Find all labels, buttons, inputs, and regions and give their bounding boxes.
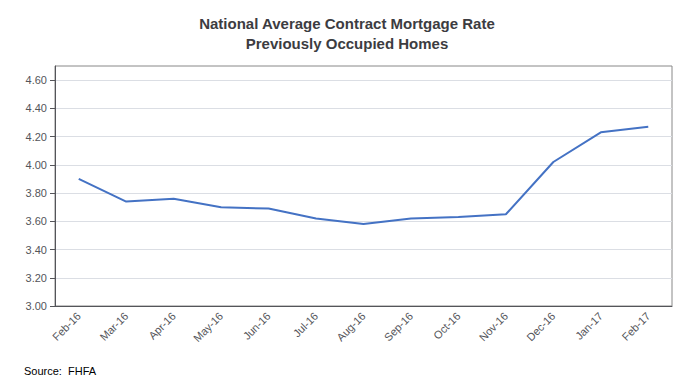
svg-text:4.60: 4.60 xyxy=(26,74,47,86)
svg-text:Sep-16: Sep-16 xyxy=(382,310,416,344)
svg-text:Apr-16: Apr-16 xyxy=(146,310,178,342)
svg-text:Feb-17: Feb-17 xyxy=(619,310,652,343)
svg-text:4.00: 4.00 xyxy=(26,159,47,171)
svg-text:Aug-16: Aug-16 xyxy=(334,310,368,344)
svg-text:4.20: 4.20 xyxy=(26,131,47,143)
svg-text:3.80: 3.80 xyxy=(26,187,47,199)
svg-text:Feb-16: Feb-16 xyxy=(50,310,83,343)
svg-text:3.60: 3.60 xyxy=(26,215,47,227)
svg-text:3.20: 3.20 xyxy=(26,272,47,284)
svg-text:4.40: 4.40 xyxy=(26,102,47,114)
svg-text:May-16: May-16 xyxy=(191,310,225,344)
svg-text:3.00: 3.00 xyxy=(26,300,47,312)
svg-text:Jun-16: Jun-16 xyxy=(241,310,273,342)
svg-text:Jul-16: Jul-16 xyxy=(291,310,321,340)
svg-text:3.40: 3.40 xyxy=(26,244,47,256)
svg-text:Previously Occupied Homes: Previously Occupied Homes xyxy=(246,35,449,52)
svg-text:Nov-16: Nov-16 xyxy=(477,310,511,344)
svg-text:Oct-16: Oct-16 xyxy=(431,310,463,342)
svg-text:Jan-17: Jan-17 xyxy=(573,310,605,342)
svg-text:Dec-16: Dec-16 xyxy=(524,310,558,344)
svg-text:Mar-16: Mar-16 xyxy=(97,310,130,343)
svg-text:Source: FHFA: Source: FHFA xyxy=(24,365,97,377)
svg-text:National Average Contract Mort: National Average Contract Mortgage Rate xyxy=(199,15,495,32)
